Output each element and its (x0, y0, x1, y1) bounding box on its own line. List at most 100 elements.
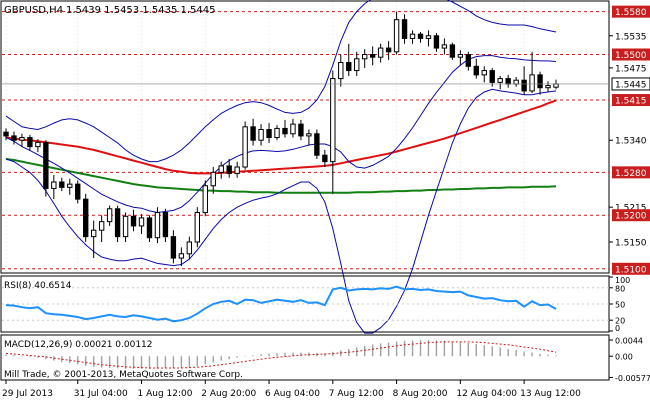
candle-body (162, 212, 169, 238)
candle[interactable] (377, 43, 384, 63)
candle[interactable] (75, 180, 81, 204)
candle[interactable] (537, 71, 543, 95)
candle[interactable] (401, 14, 408, 44)
price-level-label: 1.5500 (615, 51, 647, 61)
candle[interactable] (306, 129, 312, 146)
candle[interactable] (210, 167, 216, 194)
time-tick-label: 1 Aug 12:00 (138, 389, 193, 399)
candle[interactable] (529, 51, 535, 94)
candle[interactable] (521, 66, 527, 95)
candle[interactable] (67, 178, 73, 195)
candle[interactable] (130, 209, 137, 232)
candle[interactable] (186, 236, 193, 260)
candle[interactable] (385, 41, 392, 60)
candle[interactable] (19, 133, 25, 147)
candle[interactable] (170, 230, 177, 264)
candle[interactable] (218, 161, 224, 179)
candle[interactable] (362, 49, 368, 68)
candle[interactable] (138, 214, 145, 234)
candle-body (298, 123, 304, 137)
candle[interactable] (330, 70, 336, 194)
candle[interactable] (425, 30, 432, 47)
candle[interactable] (226, 158, 232, 178)
candle[interactable] (457, 50, 464, 66)
candle[interactable] (481, 66, 487, 83)
candle[interactable] (162, 208, 169, 242)
candle[interactable] (473, 58, 479, 79)
candle[interactable] (11, 131, 17, 145)
price-axis: 1.5535 1.5475 1.5340 1.5215 1.5150 1.5580 1.55… (609, 5, 650, 275)
candle-body (306, 133, 312, 137)
candle[interactable] (314, 129, 320, 159)
candle-body (497, 78, 503, 83)
candle[interactable] (90, 220, 97, 259)
candle[interactable] (146, 215, 153, 242)
candle[interactable] (346, 43, 352, 76)
time-tick-label: 31 Jul 04:00 (74, 389, 128, 399)
main-price-pane[interactable]: GBPUSD,H4 1.5439 1.5453 1.5435 1.5445 (0, 0, 610, 334)
candle[interactable] (322, 149, 328, 167)
candle[interactable] (545, 81, 551, 92)
candle[interactable] (465, 51, 472, 71)
candle-body (473, 65, 479, 76)
time-tick-label: 6 Aug 04:00 (265, 389, 320, 399)
macd-axis: 0.0044 0.00 -0.00577 (609, 337, 650, 383)
candle[interactable] (338, 54, 344, 87)
candle[interactable] (242, 121, 248, 170)
candle[interactable] (234, 161, 240, 178)
candle[interactable] (489, 67, 495, 87)
candle[interactable] (27, 134, 33, 151)
ma-slow-line (5, 158, 557, 194)
candle[interactable] (98, 215, 105, 242)
candle[interactable] (154, 207, 161, 244)
candlesticks[interactable] (3, 11, 559, 267)
candle[interactable] (354, 51, 360, 76)
candle[interactable] (298, 119, 304, 141)
candle-body (19, 137, 25, 141)
candle[interactable] (35, 139, 41, 152)
candle[interactable] (194, 207, 200, 248)
candle[interactable] (43, 140, 49, 197)
candle-body (202, 185, 208, 214)
candle[interactable] (290, 118, 296, 138)
candle[interactable] (369, 46, 376, 66)
candle[interactable] (417, 32, 424, 43)
candle[interactable] (393, 11, 400, 55)
candle[interactable] (274, 125, 280, 141)
candle-body (3, 131, 9, 137)
candle[interactable] (250, 118, 256, 146)
candle[interactable] (106, 205, 113, 226)
candle-body (401, 19, 408, 39)
rsi-tick-label: 80 (615, 284, 625, 293)
macd-pane[interactable]: MACD(12,26,9) 0.00021 0.00112 Mill Trade… (0, 334, 610, 381)
candle[interactable] (433, 33, 440, 52)
price-level-box (612, 5, 650, 18)
candle[interactable] (202, 180, 208, 217)
price-level-box (612, 166, 650, 179)
price-level-label: 1.5200 (615, 212, 647, 222)
candle-body (457, 54, 464, 58)
candle[interactable] (409, 30, 416, 44)
candle[interactable] (114, 205, 121, 242)
candle-body (417, 33, 424, 39)
candle[interactable] (83, 193, 89, 242)
candle[interactable] (122, 212, 129, 242)
candle[interactable] (59, 177, 65, 192)
candle[interactable] (3, 128, 9, 141)
candle-body (362, 54, 368, 60)
candle-body (51, 181, 57, 189)
candle[interactable] (441, 38, 448, 55)
candle[interactable] (266, 123, 272, 143)
candle-body (409, 33, 416, 39)
candle-body (553, 83, 559, 88)
candle[interactable] (449, 42, 456, 60)
candle[interactable] (282, 119, 288, 138)
candle[interactable] (497, 75, 503, 90)
candle-body (59, 181, 65, 188)
candle[interactable] (258, 124, 264, 146)
price-level-label: 1.5280 (615, 169, 647, 179)
candle[interactable] (178, 247, 185, 267)
price-tick-label: 1.5535 (615, 32, 647, 42)
candle[interactable] (51, 175, 57, 200)
